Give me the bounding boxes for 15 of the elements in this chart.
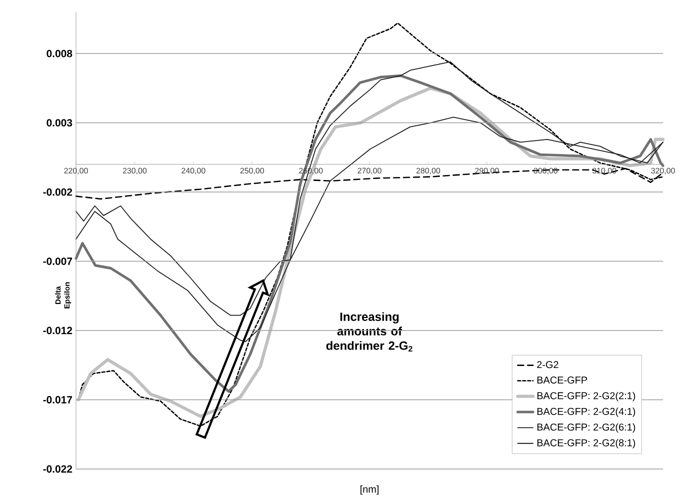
annotation: Increasing amounts of dendrimer 2-G$_{2}$: [326, 312, 412, 352]
legend-label: 2-G2: [537, 361, 558, 368]
y-tick-label: -0.022: [43, 465, 72, 473]
x-axis-title: [nm]: [360, 485, 378, 495]
y-tick-label: -0.007: [43, 258, 72, 265]
y-tick-label: -0.012: [43, 326, 72, 334]
legend-label: BACE-GFP: 2-G2(2:1): [537, 392, 636, 402]
y-tick-label: 0.003: [46, 119, 72, 126]
y-tick-label: -0.017: [43, 396, 72, 404]
y-tick-label: -0.002: [43, 188, 72, 196]
legend-label: BACE-GFP: 2-G2(4:1): [537, 408, 636, 417]
legend-label: BACE-GFP: 2-G2(6:1): [537, 423, 636, 433]
y-tick-label: 0.008: [46, 50, 72, 58]
legend-label: BACE-GFP: 2-G2(8:1): [537, 439, 636, 448]
legend-label: BACE-GFP: [537, 376, 588, 384]
